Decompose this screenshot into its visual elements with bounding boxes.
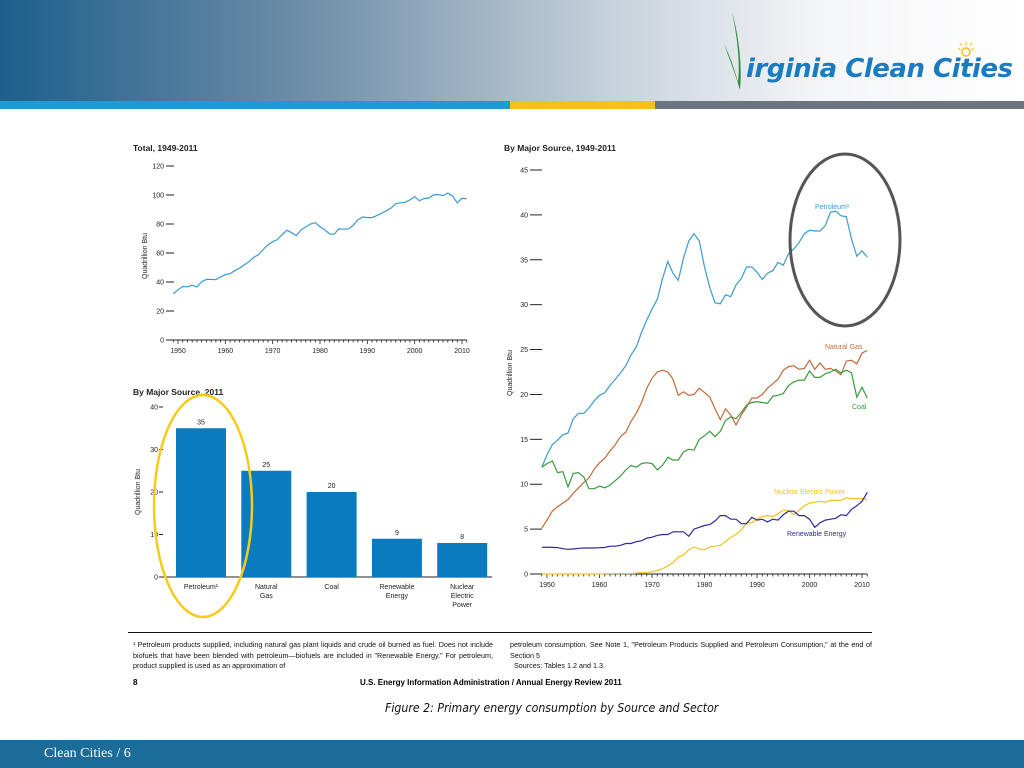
x-tick-label: 1990 xyxy=(749,582,765,589)
footnote-col1: ¹ Petroleum products supplied, including… xyxy=(133,640,493,670)
y-tick-label: 10 xyxy=(150,532,158,539)
bar-category-label: Renewable xyxy=(379,584,414,591)
chart-title: By Major Source, 2011 xyxy=(133,387,224,397)
bar-category-label: Energy xyxy=(386,593,409,600)
highlight-ellipse-petroleum-line xyxy=(788,152,902,328)
page-number: 8 xyxy=(133,678,138,687)
bar-category-label: Nuclear xyxy=(450,584,475,591)
grass-v-icon xyxy=(724,12,741,90)
bar-category-label: Power xyxy=(452,602,473,609)
bar-value-label: 25 xyxy=(262,462,270,469)
y-tick-label: 45 xyxy=(520,168,528,175)
x-tick-label: 1980 xyxy=(312,348,328,355)
y-tick-label: 100 xyxy=(152,193,164,200)
series-line-natural-gas xyxy=(541,349,868,529)
series-line-coal xyxy=(541,368,868,490)
y-tick-label: 35 xyxy=(520,257,528,264)
x-tick-label: 1980 xyxy=(697,582,713,589)
y-tick-label: 40 xyxy=(520,212,528,219)
x-tick-label: 1960 xyxy=(218,348,234,355)
series-label: Nuclear Electric Power xyxy=(774,489,845,496)
bar-0 xyxy=(176,428,226,577)
x-tick-label: 1950 xyxy=(539,582,555,589)
x-tick-label: 1970 xyxy=(644,582,660,589)
footnote-divider xyxy=(128,632,872,633)
header-stripe-gray xyxy=(655,101,1024,109)
bar-category-label: Gas xyxy=(260,593,273,600)
bar-value-label: 8 xyxy=(460,534,464,541)
y-tick-label: 40 xyxy=(156,280,164,287)
footnote-col2: petroleum consumption. See Note 1, "Petr… xyxy=(510,640,872,672)
series-line-total xyxy=(172,192,467,295)
y-tick-label: 20 xyxy=(156,309,164,316)
series-line-nuclear-electric-power xyxy=(541,497,868,575)
publication-title: U.S. Energy Information Administration /… xyxy=(360,678,622,687)
y-tick-label: 25 xyxy=(520,347,528,354)
x-tick-label: 2000 xyxy=(802,582,818,589)
bar-2 xyxy=(306,492,357,577)
y-tick-label: 40 xyxy=(150,405,158,412)
bar-1 xyxy=(241,470,292,577)
y-tick-label: 10 xyxy=(520,482,528,489)
bar-value-label: 35 xyxy=(197,419,205,426)
series-label: Renewable Energy xyxy=(787,531,847,538)
bar-category-label: Petroleum¹ xyxy=(184,584,219,591)
y-tick-label: 80 xyxy=(156,222,164,229)
series-label: Petroleum¹ xyxy=(815,204,850,211)
virginia-clean-cities-logo: irginia Clean Cities xyxy=(718,10,1013,95)
series-line-petroleum- xyxy=(541,210,868,468)
y-tick-label: 20 xyxy=(520,392,528,399)
y-tick-label: 60 xyxy=(156,251,164,258)
x-tick-label: 2000 xyxy=(407,348,423,355)
y-tick-label: 0 xyxy=(524,572,528,579)
y-tick-label: 30 xyxy=(150,447,158,454)
slide-header xyxy=(0,0,1024,101)
footer-text: Clean Cities / 6 xyxy=(44,746,131,761)
y-tick-label: 30 xyxy=(520,302,528,309)
footnote-sources: Sources: Tables 1.2 and 1.3. xyxy=(514,661,605,670)
header-stripe-yellow xyxy=(510,101,655,109)
y-tick-label: 0 xyxy=(160,338,164,345)
x-tick-label: 1970 xyxy=(265,348,281,355)
x-tick-label: 2010 xyxy=(454,348,470,355)
bar-value-label: 20 xyxy=(328,483,336,490)
y-tick-label: 15 xyxy=(520,437,528,444)
bar-category-label: Electric xyxy=(451,593,474,600)
x-tick-label: 1960 xyxy=(592,582,608,589)
bar-category-label: Coal xyxy=(324,584,339,591)
series-line-renewable-energy xyxy=(541,491,868,550)
bar-category-label: Natural xyxy=(255,584,278,591)
footnote-col2-text: petroleum consumption. See Note 1, "Petr… xyxy=(510,640,872,660)
y-tick-label: 5 xyxy=(524,527,528,534)
bar-4 xyxy=(437,543,488,577)
figure-caption: Figure 2: Primary energy consumption by … xyxy=(385,700,719,715)
chart-title: By Major Source, 1949-2011 xyxy=(504,143,616,153)
highlight-ellipse-petroleum-bar xyxy=(152,393,254,619)
series-label: Coal xyxy=(852,404,867,411)
x-tick-label: 1950 xyxy=(170,348,186,355)
slide-footer: Clean Cities / 6 xyxy=(0,740,1024,768)
y-axis-label: Quadrillion Btu xyxy=(507,350,514,396)
chart-title: Total, 1949-2011 xyxy=(133,143,198,153)
bar-3 xyxy=(371,538,422,577)
sun-icon xyxy=(957,42,975,57)
bar-value-label: 9 xyxy=(395,530,399,537)
y-axis-label: Quadrillion Btu xyxy=(142,233,149,279)
header-stripe-blue xyxy=(0,101,510,109)
x-tick-label: 2010 xyxy=(854,582,870,589)
y-axis-label: Quadrillion Btu xyxy=(135,469,142,515)
logo-text: irginia Clean Cities xyxy=(746,54,1013,84)
y-tick-label: 0 xyxy=(154,575,158,582)
x-tick-label: 1990 xyxy=(360,348,376,355)
series-label: Natural Gas xyxy=(825,344,863,351)
y-tick-label: 120 xyxy=(152,164,164,171)
